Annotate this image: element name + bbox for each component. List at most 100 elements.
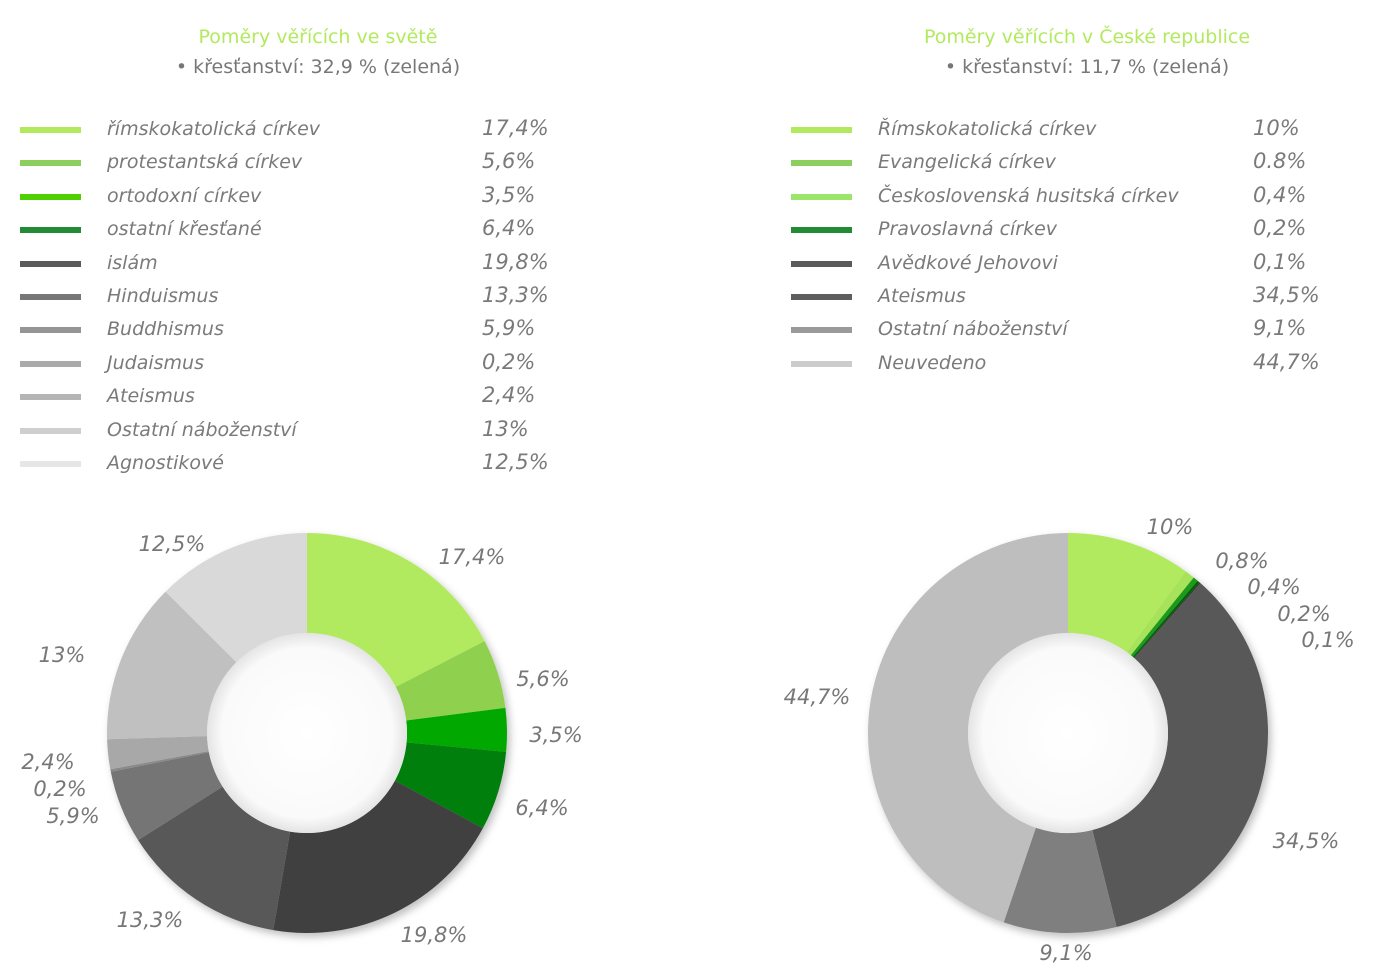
pie-slice: [107, 591, 237, 740]
legend-value: 2,4%: [482, 383, 536, 408]
chart-title-cz: Poměry věřících v České republice: [923, 26, 1251, 48]
legend-label: Pravoslavná církev: [878, 218, 1058, 241]
pie-slice: [406, 707, 507, 752]
pie-data-label: 0,2%: [1277, 602, 1330, 626]
pie-slice: [1130, 577, 1198, 657]
legend-value: 5,9%: [482, 316, 536, 341]
pie-slice: [394, 742, 507, 829]
pie-data-label: 13,3%: [117, 908, 184, 932]
pie-data-label: 19,8%: [401, 923, 468, 947]
pie-slice: [1132, 580, 1200, 658]
legend-swatch: [791, 327, 852, 334]
legend-value: 34,5%: [1253, 283, 1320, 307]
pie-slice: [138, 786, 291, 931]
pie-data-label: 5,9%: [46, 804, 99, 828]
legend-value: 0,2%: [1253, 216, 1307, 241]
legend-value: 44,7%: [1253, 349, 1320, 374]
legend-value: 0.8%: [1253, 149, 1307, 174]
pie-slice: [273, 780, 483, 933]
legend-label: Římskokatolická církev: [878, 118, 1097, 140]
legend-label: ortodoxní církev: [107, 184, 262, 207]
legend-label: protestantská církev: [107, 151, 303, 174]
legend-label: Ateismus: [878, 285, 966, 307]
pie-slice: [165, 533, 307, 663]
chart-subtitle-world: • křesťanství: 32,9 % (zelená): [175, 56, 461, 78]
legend-label: Československá husitská církev: [878, 184, 1179, 207]
pie-data-label: 5,6%: [516, 667, 569, 691]
legend-label: ostatní křesťané: [107, 218, 262, 241]
pie-slice: [307, 533, 485, 688]
legend-value: 9,1%: [1253, 316, 1307, 341]
pie-slice: [1068, 533, 1186, 653]
legend-swatch: [20, 294, 81, 300]
legend-label: Hinduismus: [107, 285, 219, 307]
pie-slice: [107, 736, 209, 770]
legend-value: 17,4%: [482, 116, 549, 140]
legend-swatch: [791, 260, 852, 267]
legend-swatch: [20, 394, 81, 401]
pie-data-label: 0,2%: [33, 777, 86, 801]
legend-swatch: [791, 127, 852, 133]
legend-value: 6,4%: [482, 216, 536, 241]
pie-data-label: 0,1%: [1301, 628, 1354, 652]
legend-swatch: [20, 227, 81, 234]
legend-label: Buddhismus: [107, 318, 224, 341]
legend-value: 10%: [1253, 116, 1300, 140]
pie-slice: [867, 533, 1068, 923]
pie-slice: [1126, 571, 1194, 656]
legend-swatch: [791, 360, 852, 367]
legend-swatch: [20, 461, 81, 467]
legend-value: 13,3%: [482, 283, 549, 307]
legend-label: Neuvedeno: [878, 351, 987, 374]
legend-label: Avědkové Jehovovi: [878, 251, 1058, 274]
pie-data-label: 10%: [1147, 515, 1194, 539]
legend-swatch: [791, 193, 852, 200]
donut-1: [867, 533, 1268, 933]
legend-label: Agnostikové: [107, 452, 224, 474]
legend-value: 13%: [482, 416, 529, 441]
pie-slice: [110, 751, 209, 772]
pie-data-label: 44,7%: [784, 685, 851, 709]
chart-title-world: Poměry věřících ve světě: [198, 26, 438, 48]
pie-data-label: 9,1%: [1039, 941, 1092, 965]
pie-slice: [1003, 827, 1117, 933]
legend-swatch: [20, 360, 81, 367]
legend-label: Ateismus: [107, 385, 195, 408]
legend-label: islám: [107, 251, 158, 274]
legend-swatch: [791, 294, 852, 300]
legend-swatch: [20, 260, 81, 267]
pie-data-label: 6,4%: [515, 796, 568, 820]
legend-label: Ostatní náboženství: [878, 318, 1068, 341]
legend-value: 5,6%: [482, 149, 536, 174]
legend-value: 0,4%: [1253, 182, 1307, 207]
pie-slice: [395, 641, 506, 721]
legend-swatch: [20, 193, 81, 200]
legend-swatch: [20, 160, 81, 167]
pie-data-label: 17,4%: [439, 545, 506, 569]
pie-data-label: 34,5%: [1273, 829, 1340, 853]
legend-label: Judaismus: [107, 351, 204, 374]
legend-value: 3,5%: [482, 182, 536, 207]
legend-value: 0,1%: [1253, 249, 1307, 274]
pie-data-label: 0,4%: [1247, 575, 1300, 599]
legend-swatch: [791, 227, 852, 234]
donut-0: [107, 533, 507, 933]
legend-value: 0,2%: [482, 349, 536, 374]
pie-data-label: 12,5%: [139, 532, 206, 556]
legend-swatch: [20, 427, 81, 434]
pie-data-label: 3,5%: [529, 723, 582, 747]
legend-label: Evangelická církev: [878, 151, 1056, 174]
donut-hole: [968, 633, 1168, 833]
chart-subtitle-cz: • křesťanství: 11,7 % (zelená): [944, 56, 1230, 78]
legend-swatch: [20, 127, 81, 133]
legend-label: Ostatní náboženství: [107, 418, 297, 441]
pie-slice: [1133, 582, 1201, 659]
legend-swatch: [20, 327, 81, 334]
legend-value: 19,8%: [482, 249, 549, 274]
legend-label: římskokatolická církev: [107, 118, 321, 140]
pie-data-label: 2,4%: [21, 750, 74, 774]
pie-slice: [110, 752, 223, 841]
donut-hole: [207, 633, 407, 833]
pie-data-label: 13%: [39, 643, 86, 667]
